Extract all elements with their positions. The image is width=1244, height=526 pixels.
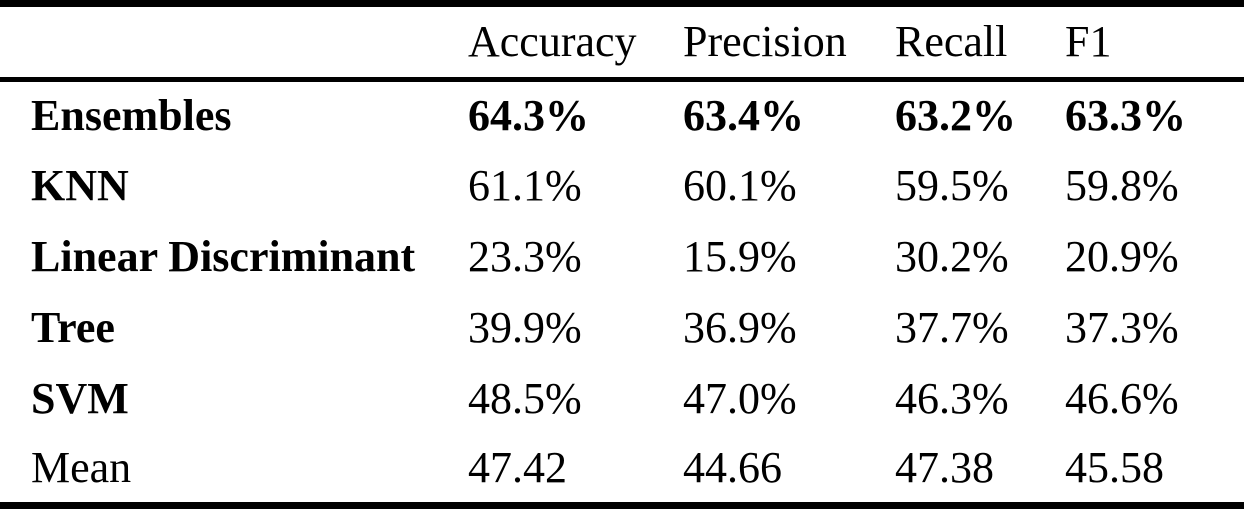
table-row-ensembles: Ensembles 64.3% 63.4% 63.2% 63.3% xyxy=(0,80,1244,151)
table-row-linear-discriminant: Linear Discriminant 23.3% 15.9% 30.2% 20… xyxy=(0,222,1244,293)
table-row-knn: KNN 61.1% 60.1% 59.5% 59.8% xyxy=(0,151,1244,222)
metric-value: 63.3% xyxy=(1065,91,1186,141)
table-row-tree: Tree 39.9% 36.9% 37.7% 37.3% xyxy=(0,293,1244,364)
metric-value: 46.3% xyxy=(895,374,1009,423)
metric-value: 60.1% xyxy=(683,161,797,210)
column-header-recall: Recall xyxy=(895,17,1008,66)
metric-value: 59.8% xyxy=(1065,161,1179,210)
metric-value: 39.9% xyxy=(468,303,582,352)
classifier-metrics-table: Accuracy Precision Recall F1 Ensembles 6… xyxy=(0,0,1244,509)
metric-value: 63.4% xyxy=(683,91,804,141)
metric-value: 20.9% xyxy=(1065,232,1179,281)
column-header-precision: Precision xyxy=(683,17,847,66)
metric-value: 44.66 xyxy=(683,443,782,493)
table-row-mean: Mean 47.42 44.66 47.38 45.58 xyxy=(0,435,1244,506)
table-row-svm: SVM 48.5% 47.0% 46.3% 46.6% xyxy=(0,364,1244,435)
metric-value: 15.9% xyxy=(683,232,797,281)
metric-value: 47.38 xyxy=(895,443,994,493)
metric-value: 63.2% xyxy=(895,91,1016,141)
metric-value: 48.5% xyxy=(468,374,582,423)
metric-value: 37.7% xyxy=(895,303,1009,352)
column-header-accuracy: Accuracy xyxy=(468,17,637,66)
row-label: Mean xyxy=(31,443,132,493)
row-label: SVM xyxy=(31,374,129,423)
row-label: Tree xyxy=(31,303,115,352)
metric-value: 47.42 xyxy=(468,443,567,493)
column-header-model xyxy=(0,4,468,80)
column-header-f1: F1 xyxy=(1065,17,1112,66)
row-label: Ensembles xyxy=(31,91,232,141)
metric-value: 36.9% xyxy=(683,303,797,352)
metric-value: 46.6% xyxy=(1065,374,1179,423)
header-row: Accuracy Precision Recall F1 xyxy=(0,4,1244,80)
metric-value: 64.3% xyxy=(468,91,589,141)
metric-value: 47.0% xyxy=(683,374,797,423)
metric-value: 37.3% xyxy=(1065,303,1179,352)
row-label: KNN xyxy=(31,161,129,210)
metric-value: 45.58 xyxy=(1065,443,1164,493)
metric-value: 59.5% xyxy=(895,161,1009,210)
row-label: Linear Discriminant xyxy=(31,232,416,281)
metric-value: 30.2% xyxy=(895,232,1009,281)
metric-value: 23.3% xyxy=(468,232,582,281)
metric-value: 61.1% xyxy=(468,161,582,210)
